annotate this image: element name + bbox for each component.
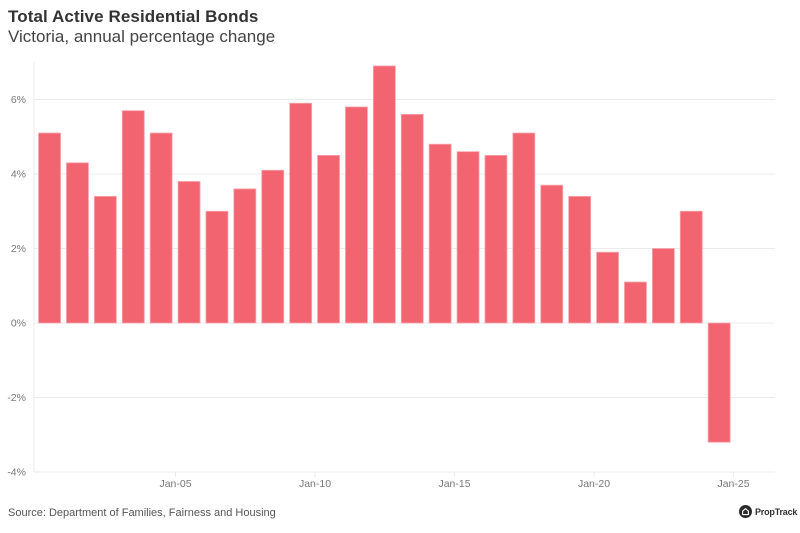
bar-2007 [233, 188, 257, 324]
bar-2016 [484, 154, 508, 324]
source-note: Source: Department of Families, Fairness… [8, 507, 276, 519]
y-tick-label: 2% [11, 243, 26, 255]
bar-2008 [261, 169, 285, 324]
bar-2017 [512, 132, 536, 324]
bar-2020 [596, 251, 619, 324]
house-icon [739, 505, 752, 518]
bar-2018 [540, 184, 564, 324]
bar-2024 [707, 322, 731, 443]
y-tick-label: 4% [11, 169, 26, 181]
bar-2012 [372, 65, 396, 324]
chart-subtitle: Victoria, annual percentage change [8, 27, 276, 46]
bar-chart: -4% -2% 0% 2% 4% 6% Jan-05 Jan-10 Jan-15 Jan-20 Ja… [7, 62, 775, 490]
axes: -4% -2% 0% 2% 4% 6% Jan-05 Jan-10 Jan-15 Jan-20 Ja… [7, 62, 750, 490]
x-tick-label: Jan-25 [717, 478, 749, 490]
bar-2000 [38, 132, 61, 324]
bar-2006 [205, 210, 229, 324]
y-tick-label: -4% [7, 467, 26, 479]
bar-2013 [400, 114, 424, 324]
y-tick-label: 0% [11, 318, 26, 330]
y-tick-label: -2% [7, 392, 26, 404]
bar-2021 [624, 281, 647, 324]
x-tick-label: Jan-10 [299, 478, 331, 490]
bar-2002 [93, 195, 117, 324]
bar-2023 [679, 210, 703, 324]
bar-2015 [456, 151, 480, 324]
x-tick-label: Jan-15 [438, 478, 470, 490]
bar-2011 [345, 106, 368, 324]
bar-2001 [66, 162, 89, 324]
bar-2010 [317, 154, 340, 324]
chart-title: Total Active Residential Bonds [8, 7, 259, 26]
x-tick-label: Jan-20 [578, 478, 610, 490]
bar-2022 [651, 248, 675, 324]
y-tick-label: 6% [11, 94, 26, 106]
bar-2009 [289, 102, 313, 324]
bars [38, 65, 731, 443]
bar-2003 [121, 110, 145, 324]
proptrack-logo: PropTrack [739, 505, 797, 518]
bar-2019 [568, 195, 592, 324]
logo-text: PropTrack [755, 506, 798, 517]
x-tick-label: Jan-05 [159, 478, 191, 490]
bar-2004 [149, 132, 173, 324]
bar-2005 [177, 181, 201, 324]
bar-2014 [428, 143, 452, 324]
